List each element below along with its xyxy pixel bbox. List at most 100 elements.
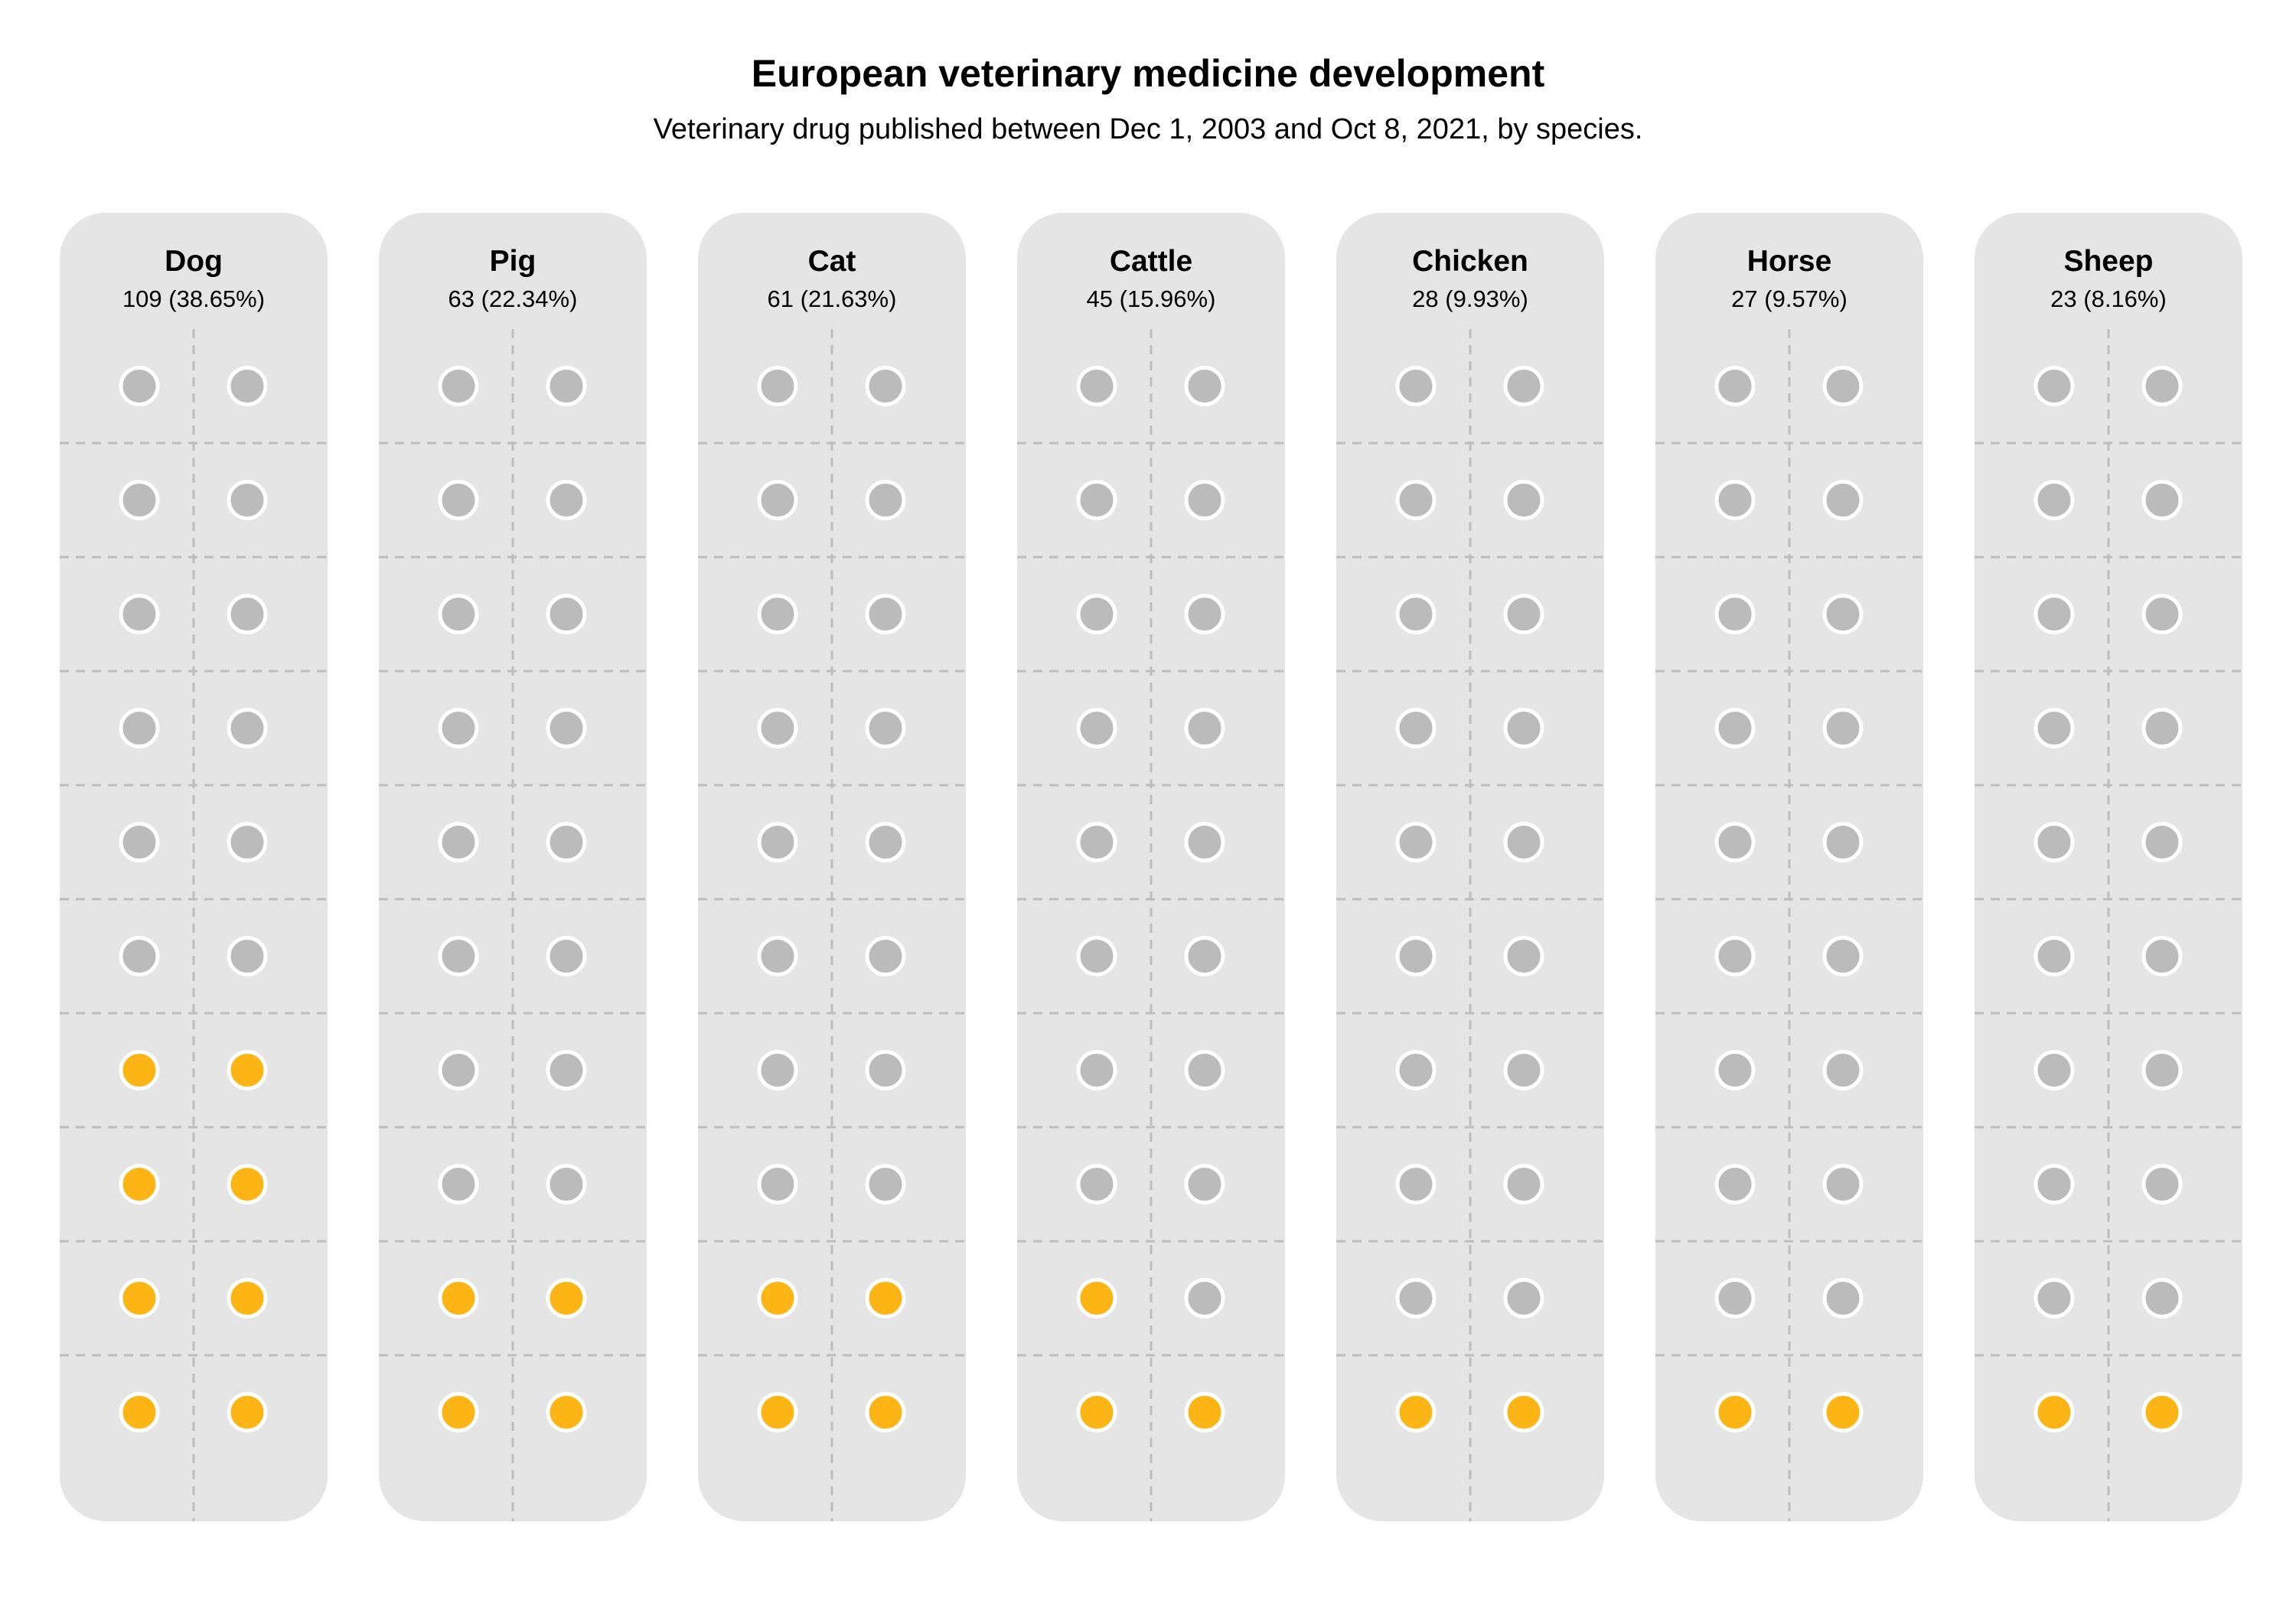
waffle-dot	[865, 480, 906, 520]
waffle-dot	[1503, 1050, 1544, 1090]
waffle-grid	[1975, 329, 2242, 1521]
waffle-dot	[2033, 1050, 2075, 1090]
waffle-dot-highlighted	[1395, 1392, 1437, 1433]
waffle-dot-highlighted	[227, 1392, 268, 1433]
waffle-dot	[1822, 366, 1864, 406]
waffle-dot	[2141, 822, 2183, 862]
waffle-dot	[865, 1164, 906, 1204]
waffle-dot	[1395, 480, 1437, 520]
panel-cat: Cat 61 (21.63%)	[698, 213, 966, 1521]
waffle-dot	[1503, 366, 1544, 406]
waffle-dot	[1184, 822, 1225, 862]
waffle-dot	[1822, 936, 1864, 976]
waffle-dot	[1184, 1050, 1225, 1090]
waffle-dot	[757, 594, 798, 634]
waffle-dot	[1076, 1050, 1117, 1090]
waffle-dot	[757, 480, 798, 520]
waffle-dot	[1076, 936, 1117, 976]
waffle-dot	[2141, 708, 2183, 748]
panel-count: 61 (21.63%)	[767, 285, 897, 312]
waffle-grid	[379, 329, 647, 1521]
waffle-dot	[2033, 594, 2075, 634]
waffle-dot-highlighted	[119, 1050, 160, 1090]
waffle-dot-highlighted	[227, 1050, 268, 1090]
waffle-dot-highlighted	[546, 1278, 587, 1319]
waffle-dot	[1714, 1278, 1756, 1319]
panel-name: Chicken	[1412, 245, 1528, 278]
waffle-dot	[865, 1050, 906, 1090]
waffle-dot	[546, 822, 587, 862]
waffle-dot	[1395, 822, 1437, 862]
waffle-dot	[1395, 594, 1437, 634]
waffle-dot	[1503, 1164, 1544, 1204]
waffle-dot-highlighted	[1822, 1392, 1864, 1433]
waffle-dot	[119, 708, 160, 748]
waffle-dot	[1714, 708, 1756, 748]
waffle-dot	[1714, 822, 1756, 862]
waffle-dot	[757, 366, 798, 406]
panel-dog: Dog 109 (38.65%)	[60, 213, 328, 1521]
waffle-dot	[227, 822, 268, 862]
waffle-dot	[1822, 708, 1864, 748]
waffle-dot	[1184, 1278, 1225, 1319]
waffle-dot	[546, 936, 587, 976]
panel-name: Cat	[807, 245, 856, 278]
waffle-dot	[1076, 594, 1117, 634]
waffle-grid	[1017, 329, 1285, 1521]
waffle-dot	[1184, 594, 1225, 634]
waffle-dot	[546, 708, 587, 748]
panel-cattle: Cattle 45 (15.96%)	[1017, 213, 1285, 1521]
waffle-dot	[438, 594, 479, 634]
waffle-dot-highlighted	[546, 1392, 587, 1433]
waffle-dot	[119, 594, 160, 634]
panel-pig: Pig 63 (22.34%)	[379, 213, 647, 1521]
waffle-dot-highlighted	[1184, 1392, 1225, 1433]
waffle-dot	[2033, 366, 2075, 406]
waffle-dot	[1076, 366, 1117, 406]
waffle-dot	[2033, 480, 2075, 520]
panel-name: Cattle	[1109, 245, 1193, 278]
waffle-dot	[865, 822, 906, 862]
waffle-dot	[1076, 1164, 1117, 1204]
waffle-dot	[2141, 594, 2183, 634]
waffle-dot-highlighted	[865, 1392, 906, 1433]
waffle-dot	[757, 1050, 798, 1090]
waffle-dot-highlighted	[1714, 1392, 1756, 1433]
waffle-dot-highlighted	[119, 1164, 160, 1204]
waffle-dot-highlighted	[438, 1392, 479, 1433]
waffle-dot	[119, 822, 160, 862]
waffle-dot	[1714, 936, 1756, 976]
waffle-dot	[757, 1164, 798, 1204]
waffle-dot	[2033, 1278, 2075, 1319]
waffle-dot-highlighted	[119, 1392, 160, 1433]
waffle-dot	[1714, 1164, 1756, 1204]
waffle-dot	[1822, 594, 1864, 634]
panel-chicken: Chicken 28 (9.93%)	[1336, 213, 1604, 1521]
waffle-dot	[2033, 822, 2075, 862]
waffle-dot	[1822, 1278, 1864, 1319]
waffle-dot	[1395, 366, 1437, 406]
waffle-dot	[227, 366, 268, 406]
waffle-grid	[1336, 329, 1604, 1521]
waffle-dot	[1184, 480, 1225, 520]
waffle-dot	[546, 1050, 587, 1090]
waffle-dot	[757, 936, 798, 976]
waffle-dot	[1822, 1164, 1864, 1204]
panel-count: 109 (38.65%)	[122, 285, 266, 312]
waffle-dot	[438, 936, 479, 976]
waffle-dot-highlighted	[865, 1278, 906, 1319]
waffle-dot	[1503, 822, 1544, 862]
panel-name: Sheep	[2063, 245, 2154, 278]
waffle-dot	[1503, 708, 1544, 748]
waffle-dot	[1395, 708, 1437, 748]
waffle-dot	[1714, 1050, 1756, 1090]
waffle-dot	[757, 708, 798, 748]
waffle-dot	[757, 822, 798, 862]
panel-count: 27 (9.57%)	[1731, 285, 1848, 312]
waffle-dot	[1714, 366, 1756, 406]
waffle-dot	[1714, 594, 1756, 634]
waffle-dot	[1184, 708, 1225, 748]
waffle-dot	[1503, 594, 1544, 634]
waffle-dot	[2141, 1278, 2183, 1319]
waffle-grid	[60, 329, 328, 1521]
